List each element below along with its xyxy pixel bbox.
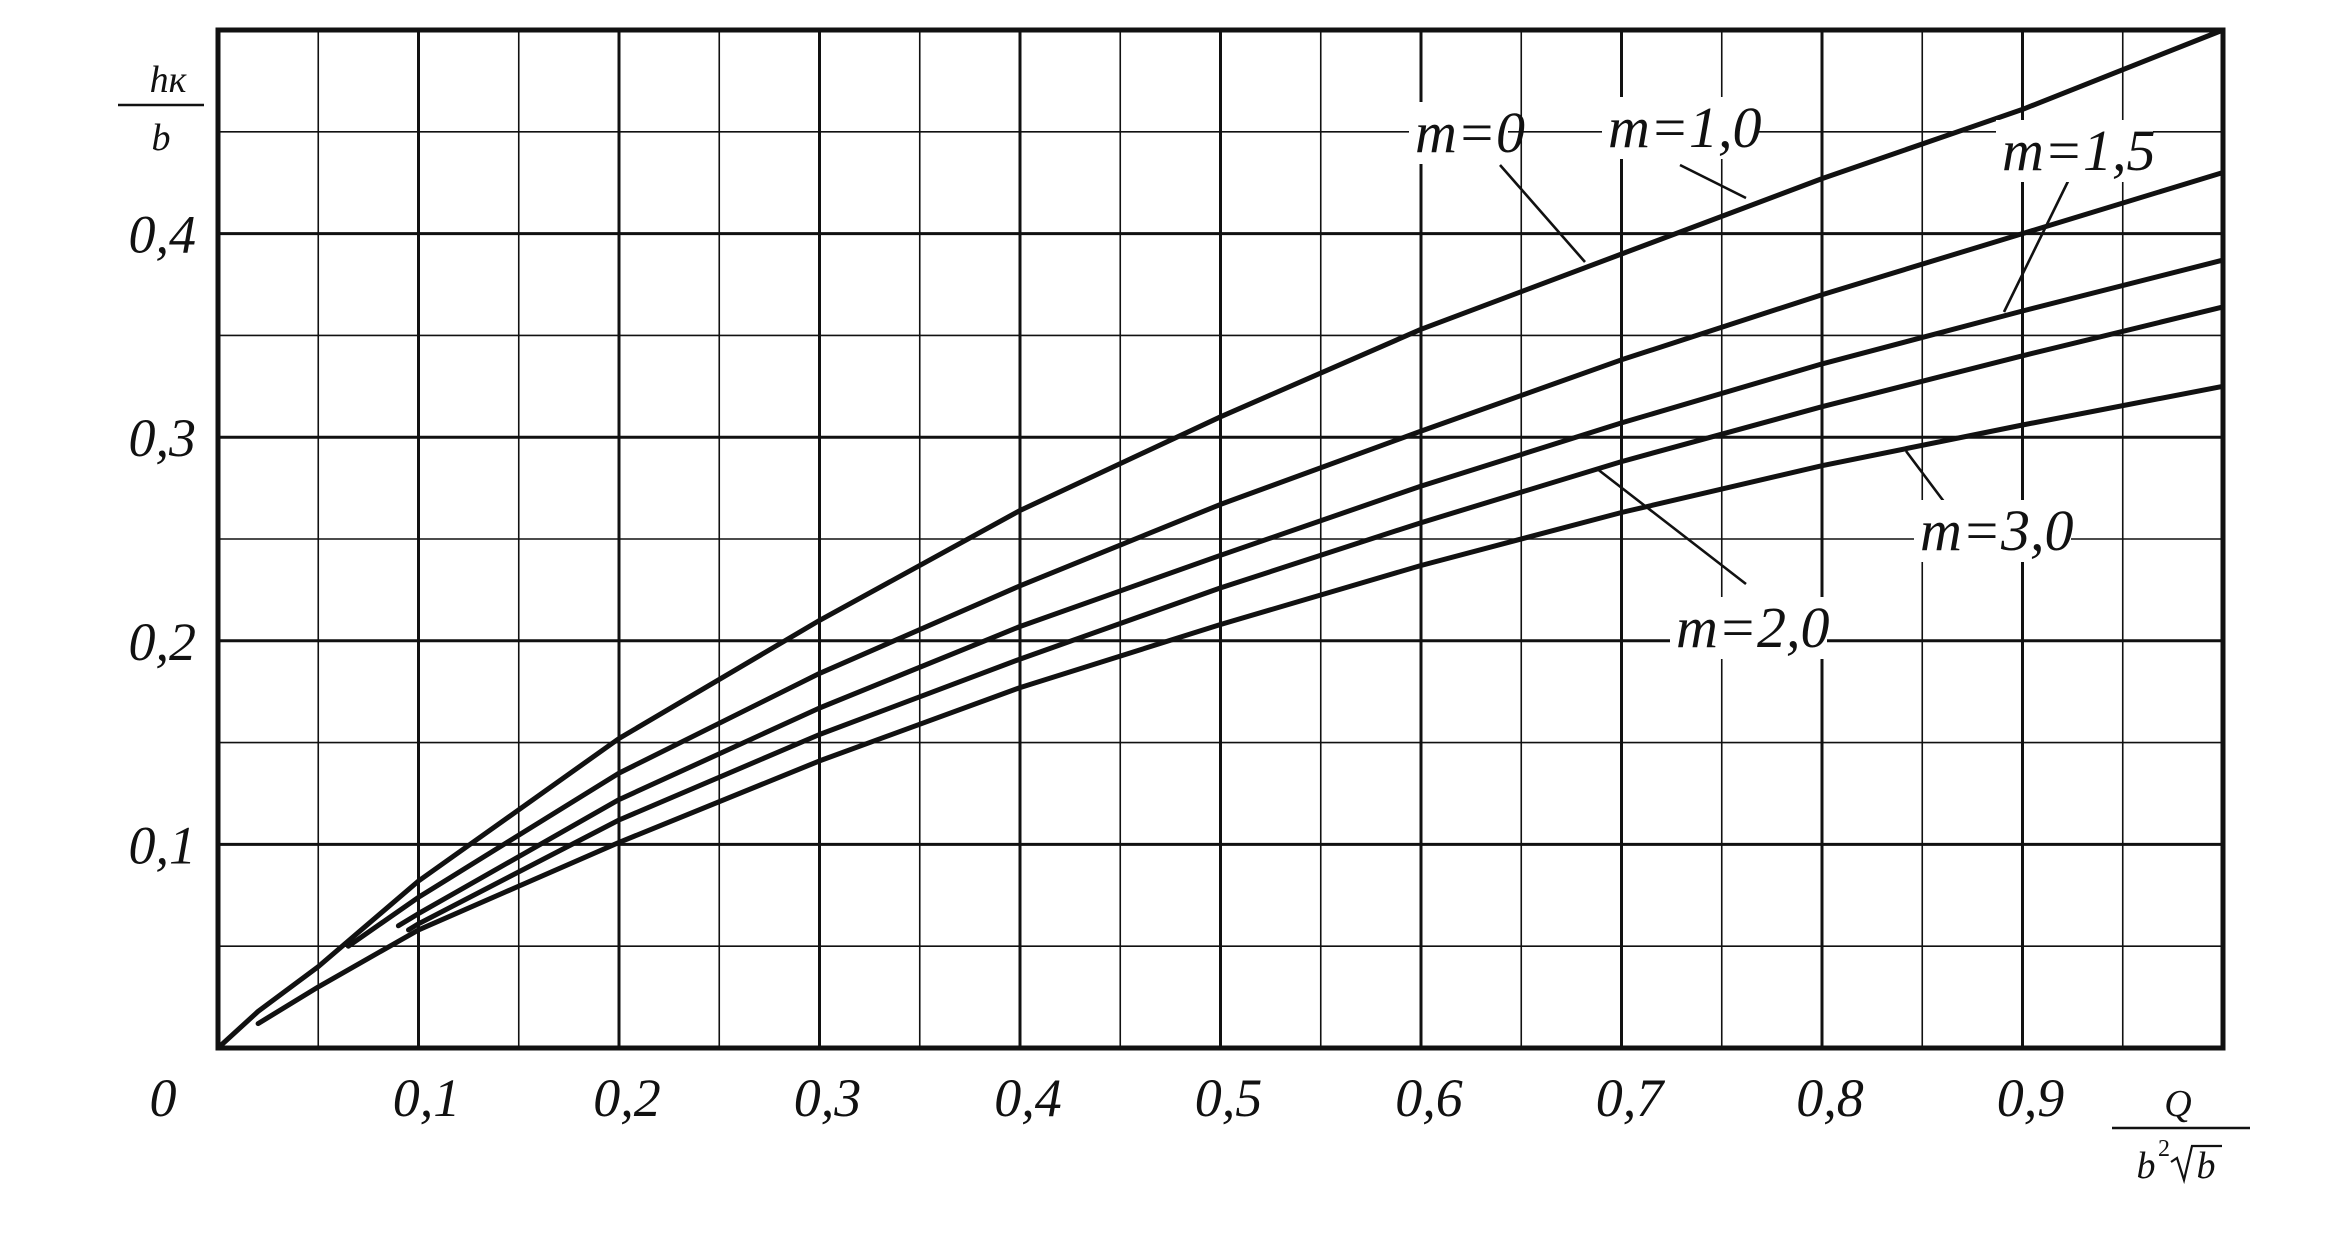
x-axis-label-denominator-exponent: 2 — [2158, 1136, 2170, 1162]
x-axis-label-numerator: Q — [2164, 1083, 2191, 1125]
series-line-3 — [395, 257, 2226, 929]
origin-label: 0 — [150, 1068, 177, 1128]
series-label-background — [1670, 597, 1827, 659]
leader-line-5 — [1904, 450, 1950, 508]
y-tick-label: 0,3 — [129, 408, 197, 468]
series-line-2 — [345, 170, 2226, 949]
leader-line-2 — [1679, 163, 1747, 200]
x-tick-label: 0,7 — [1596, 1068, 1666, 1128]
series-label-1: m=0 — [1415, 100, 1525, 165]
series-label-background — [1409, 102, 1508, 164]
series-label-5: m=3,0 — [1920, 498, 2074, 563]
leader-line-1 — [1499, 164, 1586, 263]
x-tick-label: 0,5 — [1195, 1068, 1263, 1128]
series-label-3: m=1,5 — [2002, 118, 2156, 183]
x-tick-label: 0,9 — [1997, 1068, 2065, 1128]
series-line-4 — [406, 304, 2226, 933]
series-label-background — [1602, 97, 1759, 159]
x-tick-label: 0,2 — [593, 1068, 661, 1128]
leader-lines — [1499, 162, 2079, 586]
series-line-5 — [255, 383, 2226, 1027]
square-root-icon — [2170, 1144, 2222, 1185]
leader-line-3 — [2002, 162, 2079, 313]
series-line-1 — [215, 27, 2226, 1051]
series-label-background — [1996, 120, 2153, 182]
tick-labels: 0,1 0,2 0,3 0,4 0,5 0,6 0,7 0,8 0,9 0,1 0,2 0,3 0,4 0 — [129, 205, 2065, 1128]
x-tick-label: 0,3 — [794, 1068, 862, 1128]
series-label-2: m=1,0 — [1608, 95, 1762, 160]
plot-frame — [215, 27, 2226, 1051]
x-tick-label: 0,4 — [994, 1068, 1062, 1128]
x-tick-label: 0,1 — [393, 1068, 461, 1128]
x-tick-label: 0,8 — [1796, 1068, 1864, 1128]
y-axis-label-denominator: b — [152, 117, 171, 159]
y-tick-label: 0,1 — [129, 815, 197, 875]
y-tick-label: 0,4 — [129, 205, 197, 265]
series-labels: m=0 m=1,0 m=1,5 m=2,0 m=3,0 — [1409, 95, 2156, 660]
series-label-background — [1914, 500, 2071, 562]
x-tick-label: 0,6 — [1395, 1068, 1463, 1128]
series-label-4: m=2,0 — [1676, 595, 1830, 660]
series-lines — [215, 27, 2226, 1051]
y-axis-label-numerator: hк — [150, 59, 188, 101]
x-axis-label-denominator-base: b — [2137, 1145, 2156, 1187]
x-axis-label-denominator-root: b — [2197, 1145, 2216, 1187]
leader-line-4 — [1595, 466, 1747, 586]
y-tick-label: 0,2 — [129, 612, 197, 672]
